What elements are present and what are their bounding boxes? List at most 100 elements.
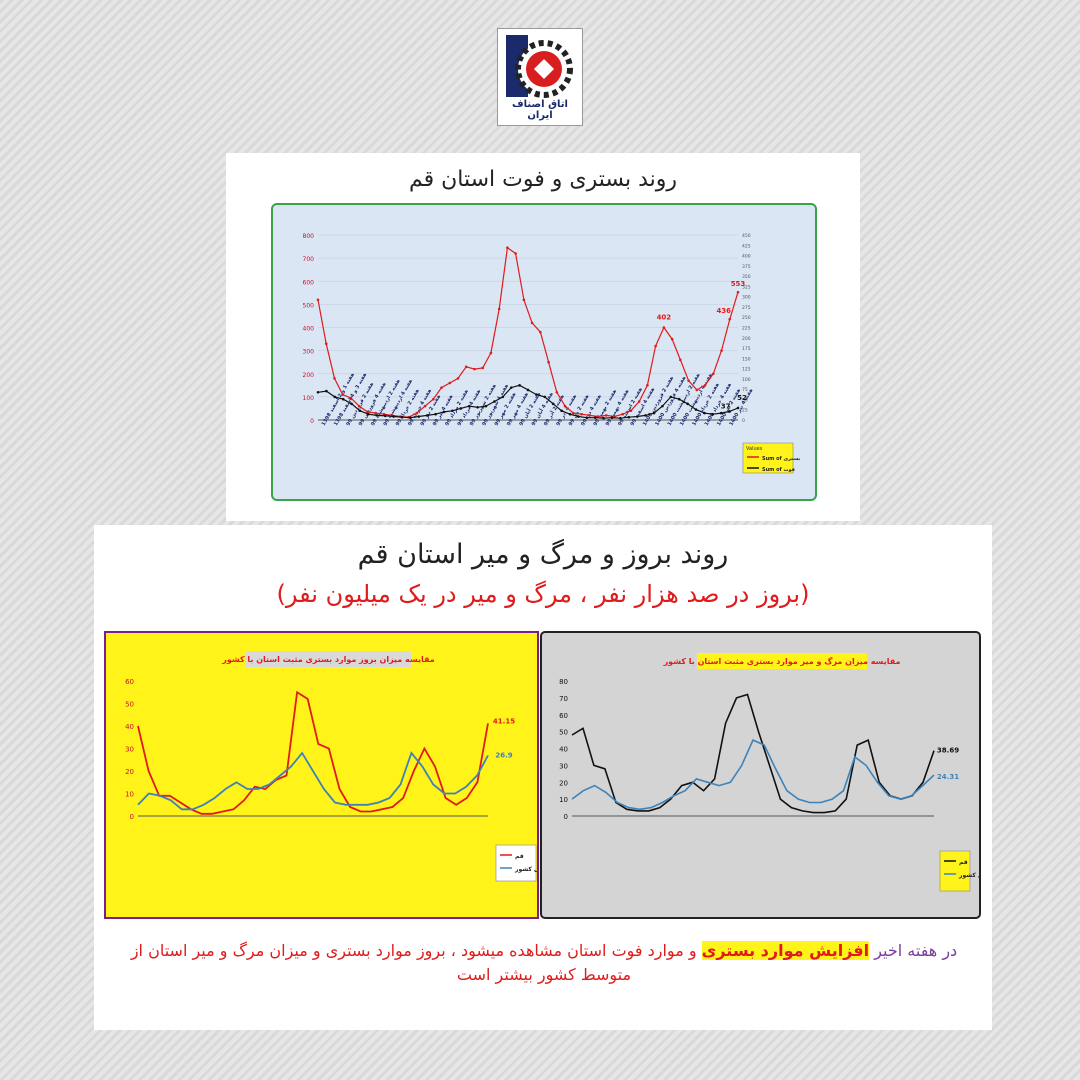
mortality-comparison-chart: مقایسه میزان مرگ و میر موارد بستری مثبت …	[540, 631, 987, 919]
note-part1: در هفته اخیر	[869, 941, 958, 960]
y-tick-label: 700	[303, 256, 315, 263]
data-point	[349, 396, 353, 400]
data-point	[543, 395, 547, 399]
data-point	[333, 395, 337, 399]
data-point	[431, 397, 435, 401]
incidence-comparison-chart: مقایسه میزان بروز موارد بستری مثبت استان…	[104, 631, 543, 919]
data-point	[694, 408, 698, 411]
legend-label: Sum of بستری	[762, 456, 800, 462]
data-point	[613, 415, 616, 418]
secondary-y-tick-label: 400	[742, 254, 751, 260]
data-label: 38.69	[937, 747, 959, 755]
series-line-0	[317, 246, 739, 418]
data-point	[703, 411, 706, 415]
data-point	[434, 412, 437, 416]
data-point	[703, 384, 707, 387]
data-point	[652, 411, 656, 415]
bottom-panel: روند بروز و مرگ و میر استان قم (بروز در …	[94, 525, 992, 1030]
data-point	[333, 377, 336, 380]
y-tick-label: 30	[125, 746, 134, 754]
data-point	[476, 405, 479, 409]
y-tick-label: 40	[559, 746, 568, 754]
data-point	[467, 404, 471, 408]
data-point	[456, 377, 460, 380]
data-point	[585, 416, 589, 419]
data-point	[629, 409, 633, 413]
data-point	[514, 252, 517, 255]
data-point	[719, 411, 723, 415]
data-point	[644, 414, 647, 417]
legend-label: Sum of فوت	[762, 467, 795, 473]
legend-label: کل کشور	[514, 866, 537, 873]
data-label: 52	[737, 394, 747, 402]
data-point	[459, 407, 463, 410]
secondary-y-tick-label: 375	[742, 264, 751, 270]
data-point	[375, 414, 379, 417]
data-point	[619, 416, 622, 420]
data-point	[522, 298, 526, 302]
secondary-y-tick-label: 225	[742, 326, 751, 332]
data-point	[442, 410, 446, 414]
data-point	[635, 415, 639, 418]
secondary-y-tick-label: 425	[742, 243, 751, 249]
legend-label: قم	[959, 859, 968, 866]
logo: اتاق اصناف ایران	[497, 28, 583, 126]
data-point	[571, 411, 575, 415]
secondary-y-tick-label: 175	[742, 346, 751, 352]
data-point	[409, 416, 412, 419]
y-tick-label: 70	[559, 695, 568, 703]
y-tick-label: 10	[559, 796, 568, 804]
note-highlight: افزایش موارد بستری	[701, 941, 870, 960]
data-point	[593, 416, 597, 419]
data-point	[677, 397, 681, 401]
note-text: در هفته اخیر افزایش موارد بستری و موارد …	[124, 939, 964, 987]
data-point	[464, 365, 468, 369]
data-point	[637, 400, 641, 403]
data-point	[555, 390, 559, 394]
top-panel-title: روند بستری و فوت استان قم	[408, 167, 678, 192]
bottom-panel-subtitle: (بروز در صد هزار نفر ، مرگ و میر در یک م…	[276, 580, 810, 608]
data-point	[506, 246, 509, 250]
data-point	[400, 415, 404, 419]
data-label: 26.9	[495, 751, 512, 759]
data-point	[604, 414, 608, 417]
secondary-y-tick-label: 450	[742, 233, 751, 239]
y-tick-label: 60	[559, 712, 568, 720]
y-tick-label: 20	[559, 779, 568, 787]
data-point	[374, 411, 377, 415]
data-point	[661, 404, 664, 408]
secondary-y-tick-label: 350	[742, 274, 751, 280]
chart-mortality: مقایسه میزان مرگ و میر موارد بستری مثبت …	[559, 653, 987, 892]
data-label: 24.31	[937, 773, 959, 781]
rotating-gear-logo-icon	[506, 35, 573, 98]
data-point	[602, 416, 605, 420]
y-tick-label: 0	[130, 813, 134, 821]
y-tick-label: 50	[559, 729, 568, 737]
y-tick-label: 600	[303, 279, 315, 286]
top-panel: روند بستری و فوت استان قم 0 100 200 300 400 5…	[226, 153, 860, 521]
secondary-y-tick-label: 150	[742, 356, 751, 362]
y-tick-label: 0	[310, 418, 314, 425]
data-point	[560, 409, 563, 413]
y-tick-label: 10	[125, 791, 134, 799]
data-point	[473, 367, 476, 371]
data-point	[530, 321, 534, 325]
data-point	[392, 415, 395, 418]
secondary-y-tick-label: 300	[742, 295, 751, 301]
data-point	[695, 388, 699, 392]
data-point	[518, 384, 521, 387]
data-point	[568, 412, 572, 416]
data-point	[509, 386, 513, 389]
data-point	[621, 412, 625, 416]
data-point	[448, 381, 452, 385]
chart-hospitalization-death: 0 100 200 300 400 500 600 700 800 0 25 50 75 100 125 15…	[303, 233, 800, 474]
data-point	[627, 415, 631, 419]
secondary-y-tick-label: 100	[742, 377, 751, 383]
y-tick-label: 400	[303, 326, 315, 333]
data-point	[654, 344, 657, 348]
data-point	[551, 402, 555, 406]
secondary-y-tick-label: 75	[742, 387, 748, 393]
data-label: 37	[721, 402, 731, 410]
data-point	[580, 412, 583, 416]
data-point	[646, 384, 649, 387]
